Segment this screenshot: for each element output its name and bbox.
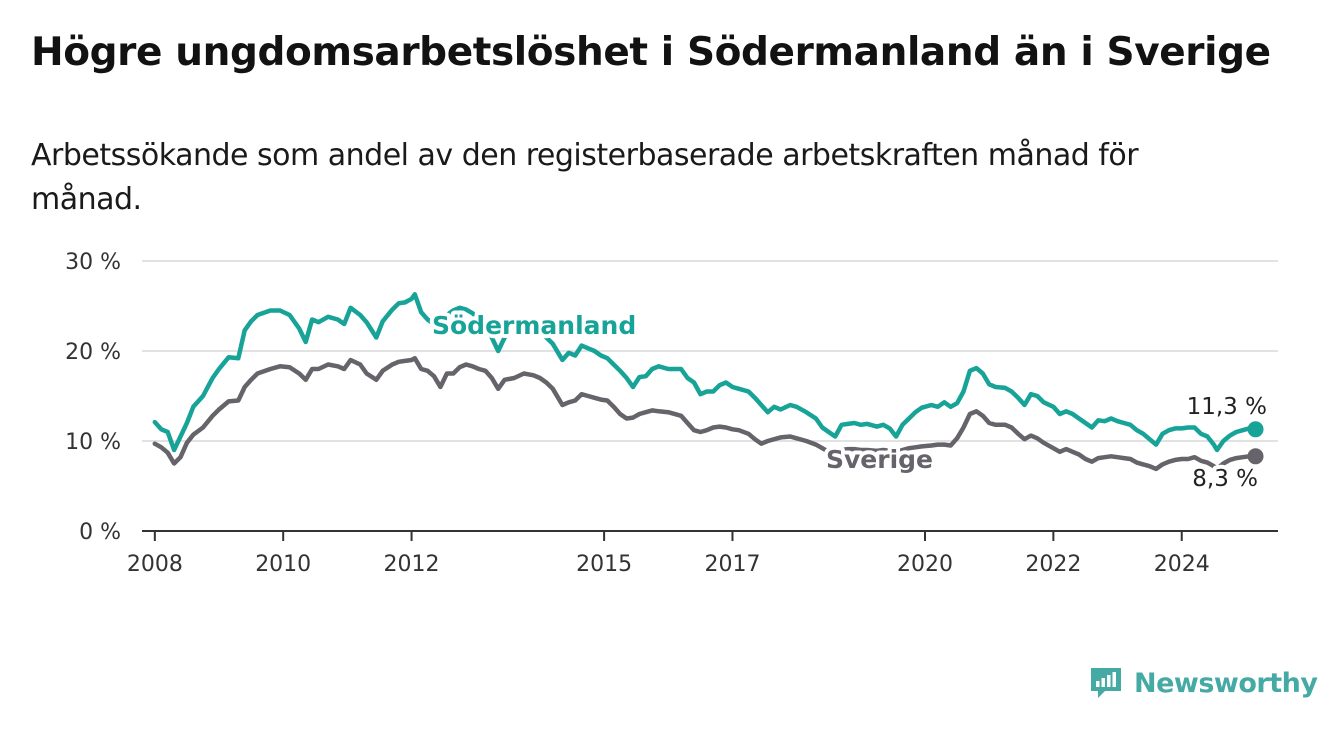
y-tick-label: 20 % xyxy=(65,340,121,365)
x-tick-label: 2008 xyxy=(127,552,183,577)
series-line-södermanland xyxy=(152,292,1258,453)
x-tick-label: 2015 xyxy=(576,552,632,577)
newsworthy-logo: Newsworthy xyxy=(1088,662,1318,704)
x-tick-label: 2010 xyxy=(255,552,311,577)
x-tick-label: 2012 xyxy=(384,552,440,577)
y-tick-label: 0 % xyxy=(79,520,121,545)
end-point-sverige xyxy=(1247,448,1264,465)
end-point-södermanland xyxy=(1247,421,1264,438)
chart-title: Högre ungdomsarbetslöshet i Södermanland… xyxy=(31,30,1271,75)
x-tick-label: 2022 xyxy=(1025,552,1081,577)
series-label-sverige: Sverige xyxy=(826,445,933,474)
y-tick-label: 30 % xyxy=(65,250,121,275)
series-label-sodermanland: Södermanland xyxy=(432,311,636,340)
y-axis-ticks: 0 % 10 % 20 % 30 % xyxy=(65,250,121,545)
chart-subtitle: Arbetssökande som andel av den registerb… xyxy=(31,138,1139,217)
x-tick-label: 2024 xyxy=(1154,552,1210,577)
x-tick-label: 2020 xyxy=(897,552,953,577)
grid-lines xyxy=(142,260,1278,442)
series-line-sverige xyxy=(152,355,1258,472)
brand-name: Newsworthy xyxy=(1134,667,1318,699)
chart-bars-icon xyxy=(1091,668,1121,698)
end-value-label-sodermanland: 11,3 % xyxy=(1187,394,1267,420)
series-labels: Södermanland Sverige 11,3 % 8,3 % xyxy=(428,307,1271,496)
x-tick-label: 2017 xyxy=(704,552,760,577)
y-tick-label: 10 % xyxy=(65,430,121,455)
end-value-label-sverige: 8,3 % xyxy=(1192,466,1258,492)
x-axis: 2008 2010 2012 2015 2017 2020 2022 2024 xyxy=(127,530,1278,577)
series-lines xyxy=(152,292,1264,472)
